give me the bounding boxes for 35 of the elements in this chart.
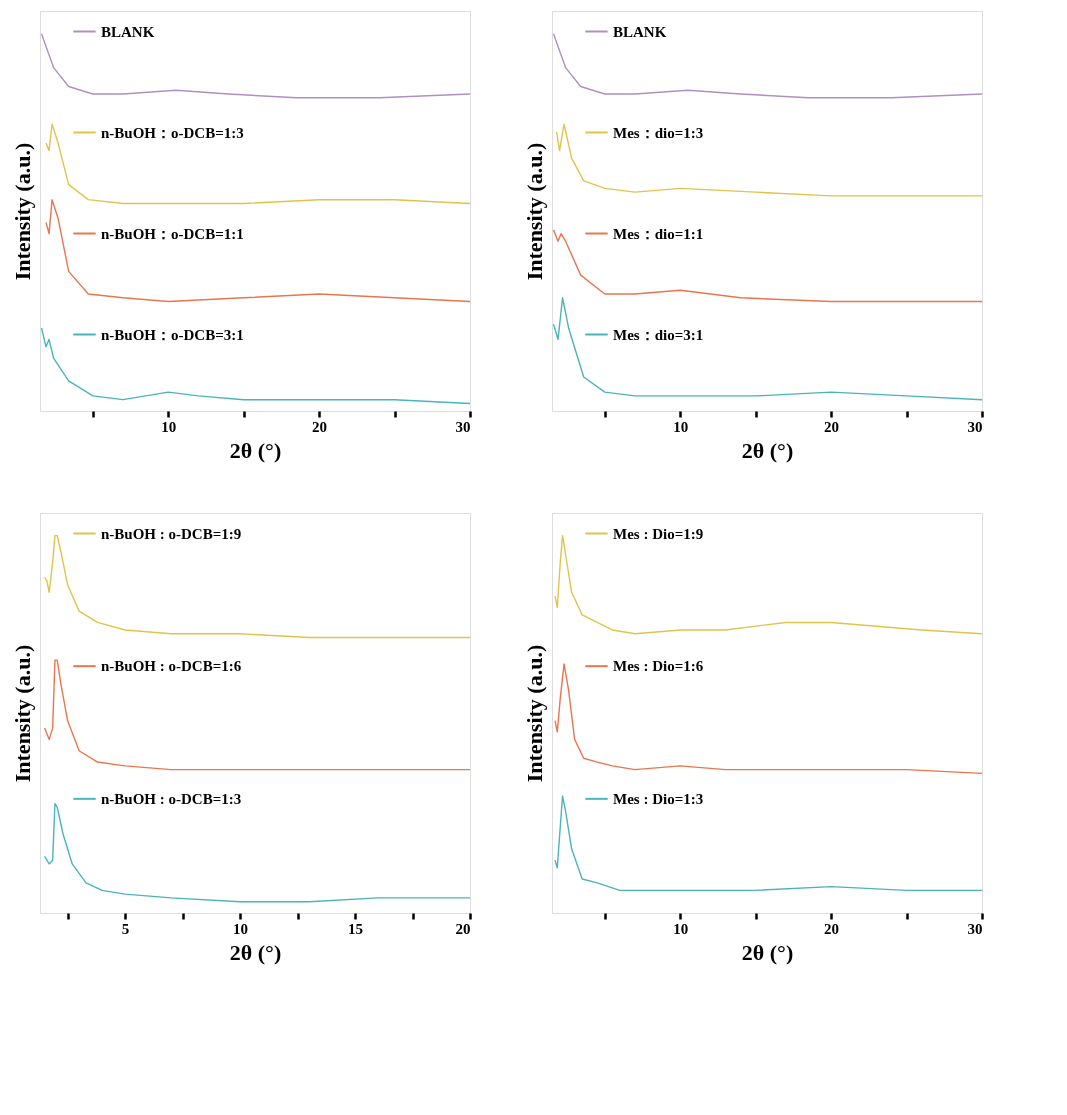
legend-label: n-BuOH：o-DCB=3:1 (101, 326, 244, 343)
x-axis-title: 2θ (°) (741, 939, 794, 965)
x-tick-label: 20 (824, 920, 840, 937)
x-axis-title: 2θ (°) (229, 939, 282, 965)
legend-label: Mes：dio=1:1 (613, 225, 704, 242)
x-tick-label: 10 (233, 920, 249, 937)
x-tick-label: 20 (455, 920, 471, 937)
legend-label: n-BuOH : o-DCB=1:9 (101, 525, 242, 542)
x-tick-label: 30 (455, 418, 471, 435)
x-axis-title: 2θ (°) (229, 437, 282, 463)
legend-label: n-BuOH：o-DCB=1:3 (101, 124, 244, 141)
legend-label: n-BuOH : o-DCB=1:6 (101, 658, 242, 675)
y-axis-title: Intensity (a.u.) (521, 644, 547, 783)
x-tick-label: 10 (673, 920, 689, 937)
legend-label: Mes：dio=3:1 (613, 326, 704, 343)
legend-label: Mes : Dio=1:9 (613, 525, 704, 542)
x-tick-label: 20 (824, 418, 840, 435)
y-axis-title: Intensity (a.u.) (9, 142, 35, 281)
x-tick-label: 5 (121, 920, 130, 937)
x-tick-label: 20 (312, 418, 328, 435)
legend-label: Mes：dio=1:3 (613, 124, 704, 141)
x-tick-label: 15 (348, 920, 364, 937)
x-tick-label: 30 (967, 920, 983, 937)
y-axis-title: Intensity (a.u.) (9, 644, 35, 783)
legend-label: BLANK (101, 23, 155, 40)
y-axis-title: Intensity (a.u.) (521, 142, 547, 281)
legend-label: Mes : Dio=1:6 (613, 658, 704, 675)
x-tick-label: 10 (161, 418, 177, 435)
legend-label: n-BuOH : o-DCB=1:3 (101, 790, 242, 807)
legend-label: BLANK (613, 23, 667, 40)
x-tick-label: 30 (967, 418, 983, 435)
legend-label: Mes : Dio=1:3 (613, 790, 704, 807)
x-axis-title: 2θ (°) (741, 437, 794, 463)
x-tick-label: 10 (673, 418, 689, 435)
legend-label: n-BuOH：o-DCB=1:1 (101, 225, 244, 242)
